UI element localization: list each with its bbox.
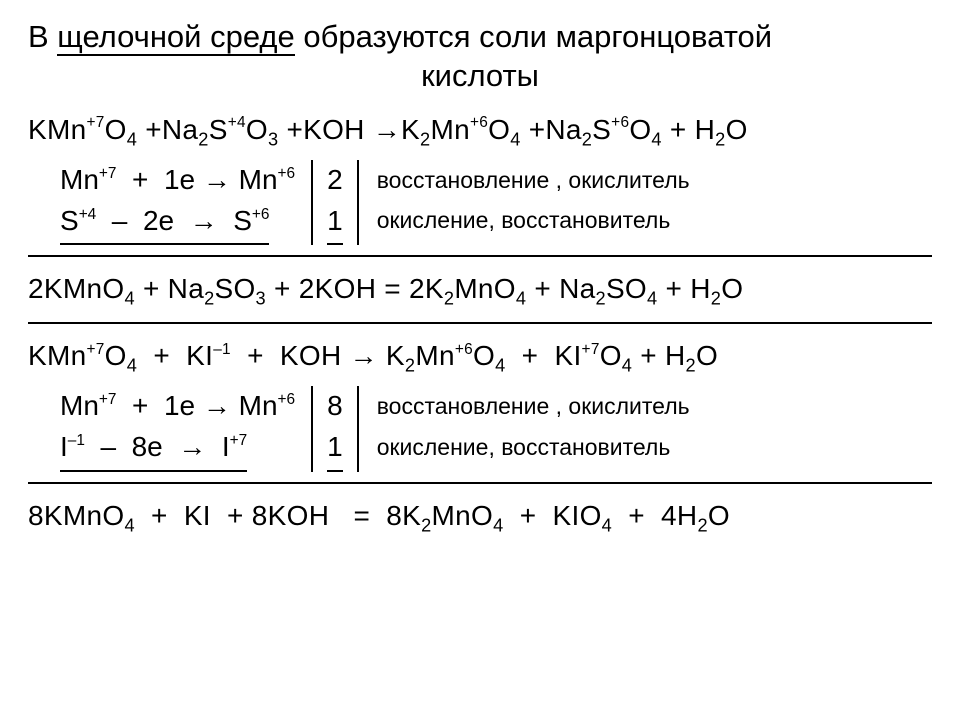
title-line1-post: образуются соли маргонцоватой xyxy=(295,19,772,54)
note1-row2: окисление, восстановитель xyxy=(377,200,690,240)
divider-2 xyxy=(28,322,932,324)
half2-row2: I–1 – 8e → I+7 xyxy=(60,427,247,472)
title-underlined: щелочной среде xyxy=(57,19,294,56)
half-mid-1: 2 1 xyxy=(313,160,359,245)
divider-1 xyxy=(28,255,932,257)
page-title: В щелочной среде образуются соли маргонц… xyxy=(28,18,932,96)
note2-row2: окисление, восстановитель xyxy=(377,427,690,467)
half1-row2: S+4 – 2e → S+6 xyxy=(60,201,269,246)
balanced-2: 8KMnO4 + KI + 8KOH = 8K2MnO4 + KIO4 + 4H… xyxy=(28,500,932,537)
mult1-row1: 2 xyxy=(327,160,343,201)
equation-1: KMn+7O4 +Na2S+4O3 +KOH →K2Mn+6O4 +Na2S+6… xyxy=(28,114,932,151)
divider-3 xyxy=(28,482,932,484)
balanced-1: 2KMnO4 + Na2SO3 + 2KOH = 2K2MnO4 + Na2SO… xyxy=(28,273,932,310)
note1-row1: восстановление , окислитель xyxy=(377,160,690,200)
half-right-2: восстановление , окислитель окисление, в… xyxy=(359,386,690,467)
half2-row1: Mn+7 + 1e → Mn+6 xyxy=(60,386,295,427)
title-line1-pre: В xyxy=(28,19,57,54)
half-mid-2: 8 1 xyxy=(313,386,359,471)
title-line2: кислоты xyxy=(28,57,932,96)
half-left-2: Mn+7 + 1e → Mn+6 I–1 – 8e → I+7 xyxy=(60,386,313,471)
half1-row1: Mn+7 + 1e → Mn+6 xyxy=(60,160,295,201)
mult2-row1: 8 xyxy=(327,386,343,427)
half-reactions-2: Mn+7 + 1e → Mn+6 I–1 – 8e → I+7 8 1 восс… xyxy=(60,386,932,471)
half-left-1: Mn+7 + 1e → Mn+6 S+4 – 2e → S+6 xyxy=(60,160,313,245)
note2-row1: восстановление , окислитель xyxy=(377,386,690,426)
equation-2: KMn+7O4 + KI–1 + KOH → K2Mn+6O4 + KI+7O4… xyxy=(28,340,932,377)
half-reactions-1: Mn+7 + 1e → Mn+6 S+4 – 2e → S+6 2 1 восс… xyxy=(60,160,932,245)
half-right-1: восстановление , окислитель окисление, в… xyxy=(359,160,690,241)
mult1-row2: 1 xyxy=(327,201,343,246)
mult2-row2: 1 xyxy=(327,427,343,472)
